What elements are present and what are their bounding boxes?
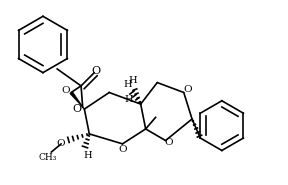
Text: H: H — [123, 80, 132, 89]
Text: O: O — [57, 139, 65, 148]
Text: O: O — [62, 86, 71, 95]
Text: O: O — [91, 66, 101, 76]
Text: O: O — [164, 138, 173, 147]
Text: CH₃: CH₃ — [39, 153, 57, 162]
Text: O: O — [72, 104, 81, 114]
Text: H: H — [128, 76, 137, 85]
Text: H: H — [125, 95, 133, 104]
Text: O: O — [118, 145, 127, 154]
Polygon shape — [70, 91, 84, 109]
Text: O: O — [183, 85, 192, 94]
Text: H: H — [83, 151, 92, 160]
